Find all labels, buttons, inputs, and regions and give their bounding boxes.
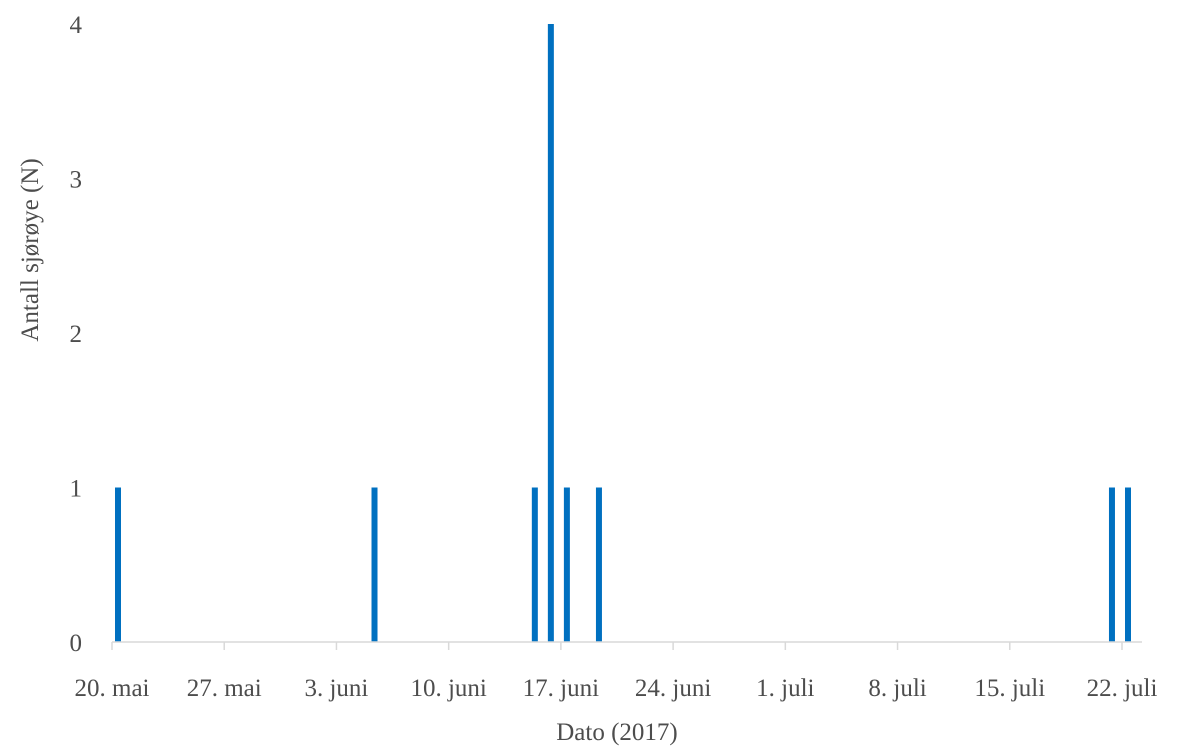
- bar: [547, 24, 554, 642]
- y-tick-label: 3: [70, 167, 83, 194]
- x-tick-label: 22. juli: [1087, 675, 1158, 702]
- y-tick-label: 4: [70, 12, 83, 39]
- x-tick-label: 20. mai: [75, 675, 150, 702]
- y-tick-label: 0: [70, 630, 83, 657]
- x-ticks: [111, 642, 1123, 650]
- y-tick-label: 1: [70, 476, 83, 503]
- bar: [371, 487, 378, 642]
- bar: [1125, 487, 1131, 642]
- x-tick-label: 15. juli: [974, 675, 1045, 702]
- x-axis-title: Dato (2017): [556, 719, 678, 746]
- x-tick-label: 17. juni: [523, 675, 599, 702]
- y-tick-labels: 0 1 2 3 4: [70, 12, 83, 657]
- bars: [115, 24, 1131, 642]
- x-tick-label: 10. juni: [410, 675, 486, 702]
- x-tick-label: 3. juni: [304, 675, 368, 702]
- bar: [563, 487, 570, 642]
- x-tick-label: 1. juli: [756, 675, 814, 702]
- y-tick-label: 2: [70, 321, 83, 348]
- x-tick-label: 24. juni: [635, 675, 711, 702]
- x-tick-label: 27. mai: [187, 675, 262, 702]
- bar: [115, 487, 121, 642]
- bar: [595, 487, 602, 642]
- bar: [1108, 487, 1115, 642]
- y-axis-title: Antall sjørøye (N): [17, 158, 44, 341]
- x-tick-labels: 20. mai 27. mai 3. juni 10. juni 17. juni 24.…: [75, 675, 1158, 702]
- bar: [531, 487, 538, 642]
- x-tick-label: 8. juli: [868, 675, 926, 702]
